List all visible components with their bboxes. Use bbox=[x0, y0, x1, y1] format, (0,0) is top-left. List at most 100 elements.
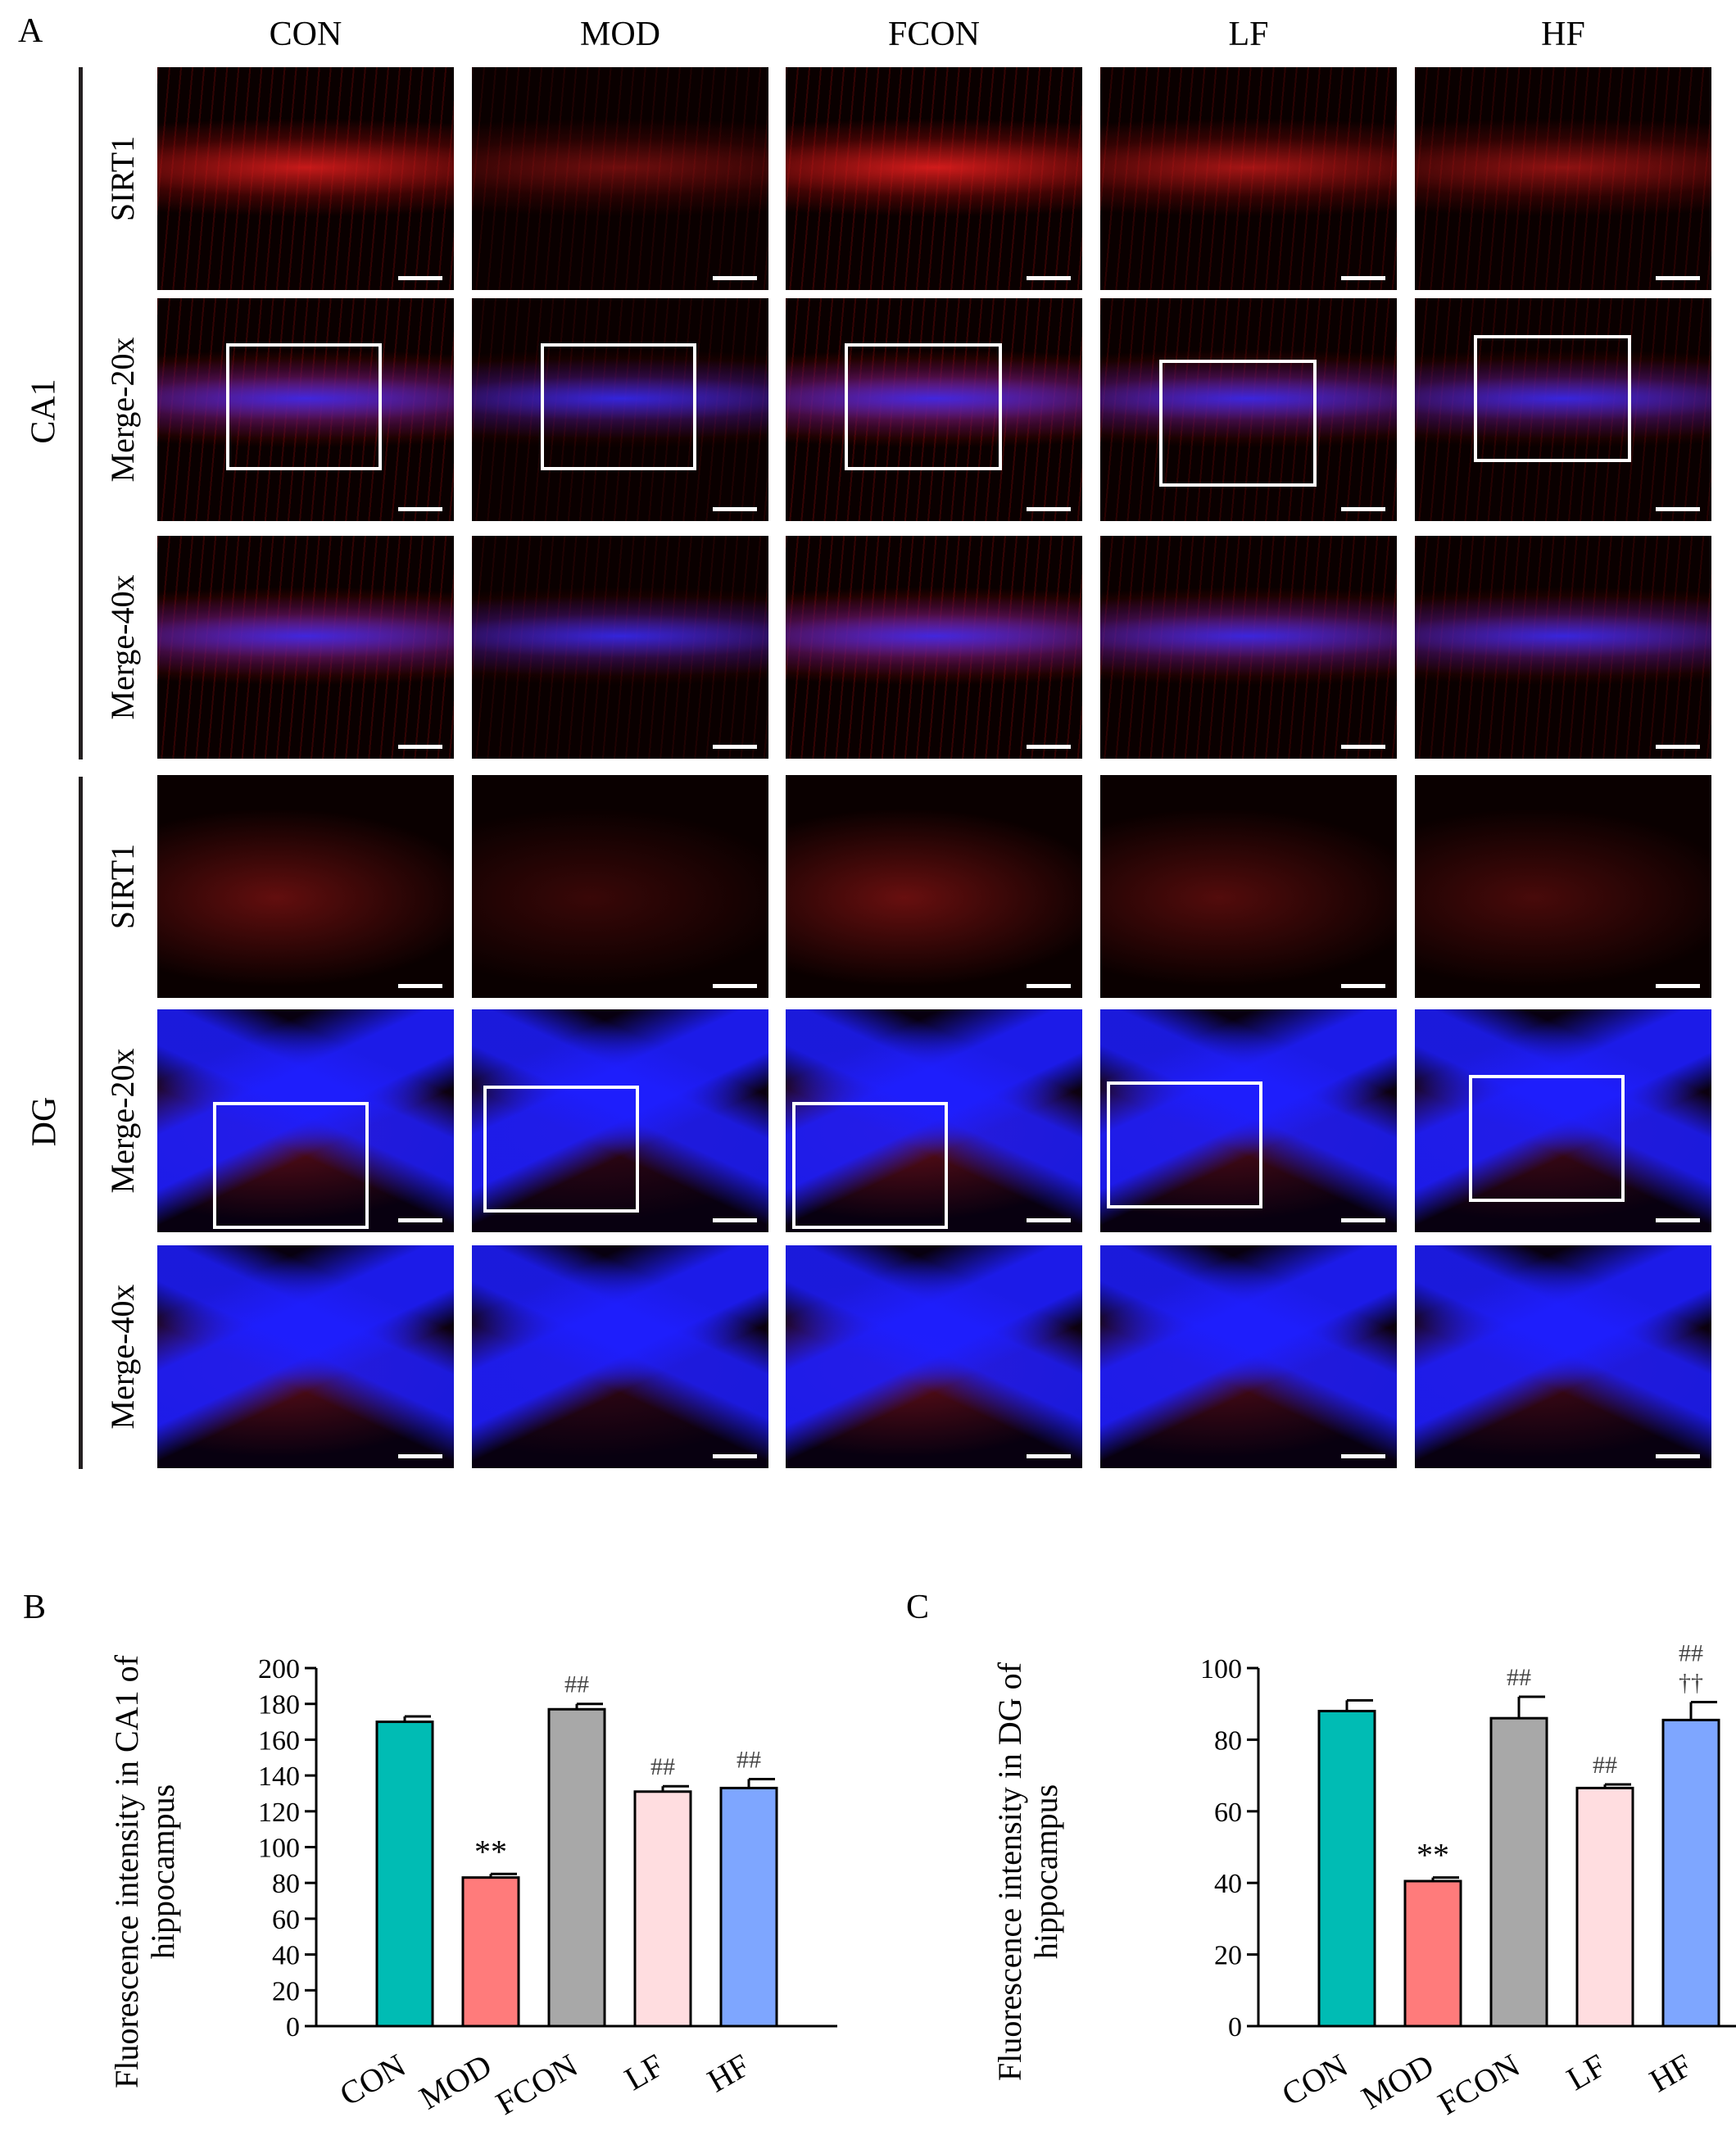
micrograph-dg-merge-40x-con bbox=[157, 1245, 454, 1468]
micrograph-ca1-merge-40x-hf bbox=[1415, 536, 1711, 759]
scale-bar bbox=[1656, 276, 1700, 280]
scale-bar bbox=[1341, 984, 1385, 988]
y-axis-label: hippocampus bbox=[144, 1784, 181, 1959]
y-tick-label: 60 bbox=[272, 1905, 300, 1935]
micrograph-dg-merge-20x-con bbox=[157, 1009, 454, 1232]
bar-lf bbox=[1575, 1786, 1634, 2028]
micrograph-ca1-sirt1-lf bbox=[1100, 67, 1397, 290]
micrograph-dg-merge-40x-lf bbox=[1100, 1245, 1397, 1468]
significance-marker: ** bbox=[474, 1833, 507, 1870]
micrograph-ca1-merge-40x-mod bbox=[472, 536, 768, 759]
row-label-dg-merge-20x: Merge-20x bbox=[104, 1048, 141, 1194]
y-tick-label: 80 bbox=[272, 1869, 300, 1899]
significance-marker: ## bbox=[650, 1753, 675, 1780]
y-tick-label: 60 bbox=[1214, 1798, 1242, 1828]
zoom-region-box bbox=[1107, 1081, 1262, 1208]
x-tick-label-lf: LF bbox=[1561, 2047, 1612, 2097]
scale-bar bbox=[398, 1454, 442, 1458]
zoom-region-box bbox=[226, 343, 382, 470]
row-label-ca1-sirt1: SIRT1 bbox=[104, 135, 141, 222]
y-tick-label: 20 bbox=[272, 1976, 300, 2006]
scale-bar bbox=[713, 984, 757, 988]
y-tick-label: 20 bbox=[1214, 1941, 1242, 1971]
y-tick-label: 200 bbox=[258, 1654, 300, 1684]
y-tick-label: 100 bbox=[258, 1834, 300, 1864]
x-tick-label-fcon: FCON bbox=[1432, 2047, 1526, 2122]
scale-bar bbox=[1027, 276, 1071, 280]
x-tick-label-hf: HF bbox=[701, 2047, 756, 2100]
micrograph-ca1-sirt1-fcon bbox=[786, 67, 1082, 290]
micrograph-dg-merge-20x-mod bbox=[472, 1009, 768, 1232]
micrograph-dg-merge-40x-mod bbox=[472, 1245, 768, 1468]
x-tick-label-hf: HF bbox=[1643, 2047, 1698, 2100]
panel-a-letter: A bbox=[18, 12, 43, 50]
bar-fcon bbox=[1489, 1716, 1548, 2028]
scale-bar bbox=[1341, 507, 1385, 511]
bar-con bbox=[1317, 1709, 1376, 2028]
column-header-con: CON bbox=[269, 16, 342, 53]
row-label-ca1-merge-40x: Merge-40x bbox=[104, 574, 141, 720]
scale-bar bbox=[398, 507, 442, 511]
zoom-region-box bbox=[1159, 360, 1317, 487]
scale-bar bbox=[1341, 745, 1385, 749]
micrograph-dg-merge-20x-lf bbox=[1100, 1009, 1397, 1232]
bar-con bbox=[375, 1721, 434, 2028]
zoom-region-box bbox=[792, 1102, 948, 1229]
scale-bar bbox=[398, 276, 442, 280]
micrograph-dg-sirt1-con bbox=[157, 775, 454, 998]
y-tick-label: 40 bbox=[1214, 1869, 1242, 1899]
zoom-region-box bbox=[213, 1102, 369, 1229]
column-header-hf: HF bbox=[1541, 16, 1585, 53]
scale-bar bbox=[713, 1218, 757, 1222]
y-tick-label: 180 bbox=[258, 1690, 300, 1721]
y-tick-label: 0 bbox=[1228, 2012, 1242, 2043]
x-tick-label-fcon: FCON bbox=[490, 2047, 584, 2122]
y-tick-label: 0 bbox=[286, 2012, 300, 2043]
scale-bar bbox=[1027, 507, 1071, 511]
micrograph-ca1-merge-20x-fcon bbox=[786, 298, 1082, 521]
scale-bar bbox=[1027, 1454, 1071, 1458]
micrograph-ca1-merge-40x-fcon bbox=[786, 536, 1082, 759]
micrograph-ca1-merge-40x-lf bbox=[1100, 536, 1397, 759]
y-tick-label: 40 bbox=[272, 1941, 300, 1971]
zoom-region-box bbox=[483, 1086, 639, 1213]
y-tick-label: 160 bbox=[258, 1725, 300, 1756]
row-label-ca1-merge-20x: Merge-20x bbox=[104, 337, 141, 483]
micrograph-ca1-sirt1-hf bbox=[1415, 67, 1711, 290]
y-tick-label: 100 bbox=[1200, 1654, 1242, 1684]
y-tick-label: 80 bbox=[1214, 1725, 1242, 1756]
scale-bar bbox=[398, 984, 442, 988]
micrograph-dg-merge-20x-fcon bbox=[786, 1009, 1082, 1232]
micrograph-ca1-sirt1-con bbox=[157, 67, 454, 290]
y-tick-label: 120 bbox=[258, 1798, 300, 1828]
chart-c-dg-fluorescence: 0 20 40 60 80 100 Fluorescence intensity in DG… bbox=[991, 1640, 1736, 2122]
significance-marker: ** bbox=[1416, 1837, 1449, 1874]
zoom-region-box bbox=[1474, 335, 1631, 462]
bar-mod bbox=[461, 1876, 520, 2028]
micrograph-ca1-merge-20x-mod bbox=[472, 298, 768, 521]
micrograph-dg-sirt1-fcon bbox=[786, 775, 1082, 998]
significance-marker: ## bbox=[1507, 1664, 1531, 1691]
scale-bar bbox=[1027, 1218, 1071, 1222]
zoom-region-box bbox=[541, 343, 696, 470]
micrograph-ca1-merge-40x-con bbox=[157, 536, 454, 759]
scale-bar bbox=[1656, 984, 1700, 988]
y-axis-label: Fluorescence intensity in CA1 of bbox=[108, 1654, 145, 2088]
bar-hf bbox=[719, 1786, 778, 2028]
column-header-lf: LF bbox=[1228, 16, 1269, 53]
scale-bar bbox=[1027, 984, 1071, 988]
micrograph-dg-merge-40x-hf bbox=[1415, 1245, 1711, 1468]
y-tick-label: 140 bbox=[258, 1761, 300, 1792]
region-label-dg: DG bbox=[25, 1096, 64, 1147]
scale-bar bbox=[1656, 1454, 1700, 1458]
scale-bar bbox=[1341, 1454, 1385, 1458]
significance-marker: ## bbox=[1593, 1752, 1617, 1779]
scale-bar bbox=[398, 745, 442, 749]
scale-bar bbox=[713, 507, 757, 511]
scale-bar bbox=[1341, 1218, 1385, 1222]
x-tick-label-con: CON bbox=[333, 2047, 412, 2113]
panel-b-letter: B bbox=[23, 1589, 47, 1626]
x-tick-label-mod: MOD bbox=[1355, 2047, 1439, 2117]
scale-bar bbox=[1656, 745, 1700, 749]
scale-bar bbox=[398, 1218, 442, 1222]
